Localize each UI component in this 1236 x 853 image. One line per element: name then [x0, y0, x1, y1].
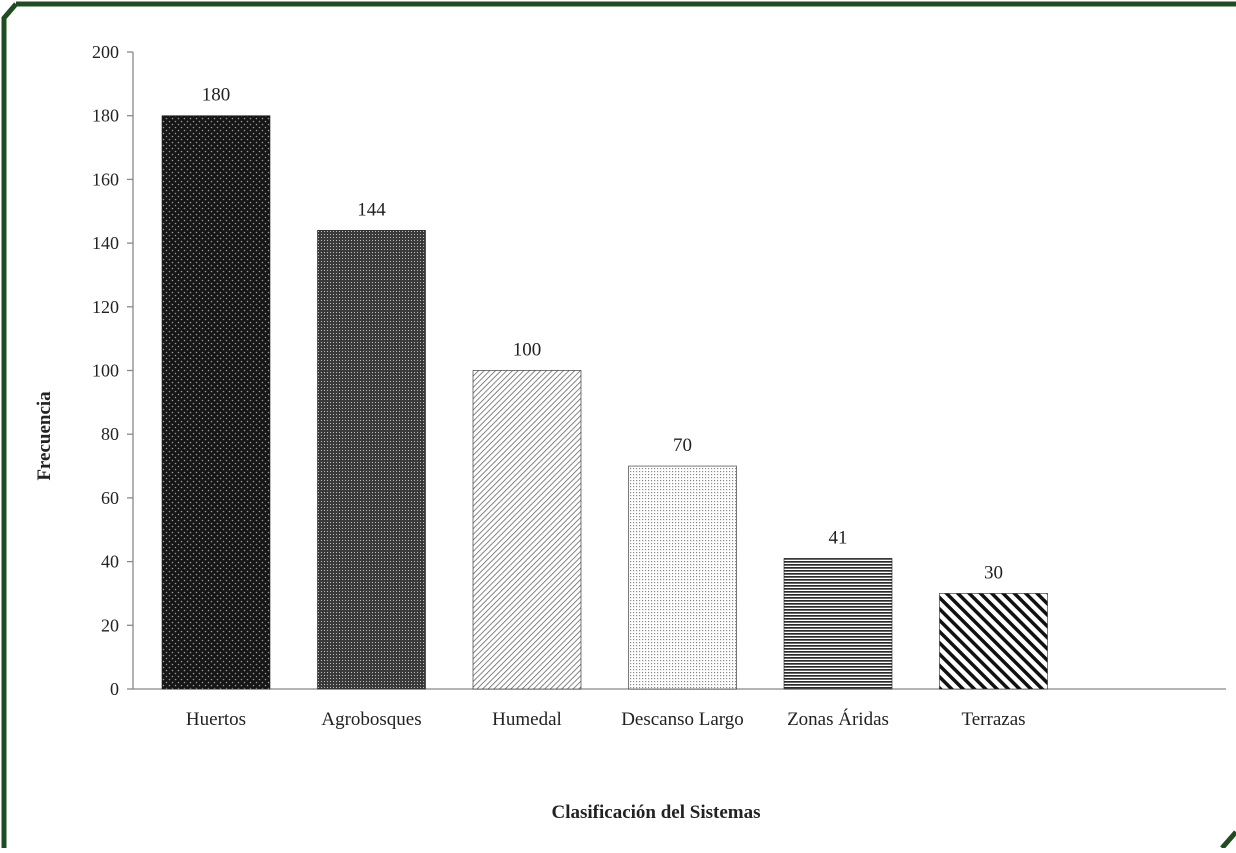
- bar-agrobosques: [317, 230, 426, 690]
- y-tick-label: 100: [92, 361, 119, 381]
- x-tick-label: Descanso Largo: [621, 709, 744, 730]
- y-tick-label: 0: [110, 679, 119, 699]
- x-tick-label: Agrobosques: [321, 709, 421, 730]
- data-label: 41: [829, 527, 848, 548]
- y-tick-label: 80: [101, 424, 119, 444]
- bar-descanso-largo: [628, 465, 737, 690]
- y-tick-label: 200: [92, 42, 119, 62]
- x-axis: Huertos Agrobosques Humedal Descanso Largo Z…: [133, 688, 1226, 730]
- data-labels: 180 144 100 70 41 30: [202, 85, 1003, 584]
- y-tick-label: 20: [101, 615, 119, 635]
- x-tick-label: Huertos: [186, 709, 246, 730]
- bar-humedal: [472, 370, 582, 690]
- y-axis-title: Frecuencia: [34, 391, 55, 481]
- x-axis-title: Clasificación del Sistemas: [552, 802, 761, 823]
- data-label: 30: [984, 562, 1003, 583]
- y-tick-label: 40: [101, 552, 119, 572]
- bar-terrazas: [939, 593, 1048, 690]
- y-axis: 0 20 40 60 80 100 120 140 160 180 200: [92, 42, 134, 699]
- data-label: 180: [202, 85, 231, 106]
- data-label: 100: [513, 340, 542, 361]
- data-label: 70: [673, 435, 692, 456]
- y-tick-label: 180: [92, 106, 119, 126]
- y-tick-label: 140: [92, 233, 119, 253]
- x-tick-label: Humedal: [492, 709, 562, 730]
- y-tick-label: 160: [92, 169, 119, 189]
- bar-zonas-áridas: [783, 558, 893, 690]
- x-tick-label: Zonas Áridas: [787, 708, 889, 730]
- bars: [161, 115, 1048, 690]
- y-tick-label: 60: [101, 488, 119, 508]
- y-tick-label: 120: [92, 297, 119, 317]
- data-label: 144: [357, 199, 386, 220]
- bar-huertos: [161, 115, 271, 690]
- x-tick-label: Terrazas: [961, 709, 1025, 730]
